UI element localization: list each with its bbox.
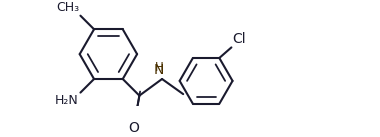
Text: N: N [154, 63, 164, 77]
Text: O: O [129, 121, 139, 135]
Text: CH₃: CH₃ [56, 1, 79, 14]
Text: H₂N: H₂N [54, 94, 78, 107]
Text: H: H [155, 61, 163, 74]
Text: Cl: Cl [232, 32, 246, 46]
